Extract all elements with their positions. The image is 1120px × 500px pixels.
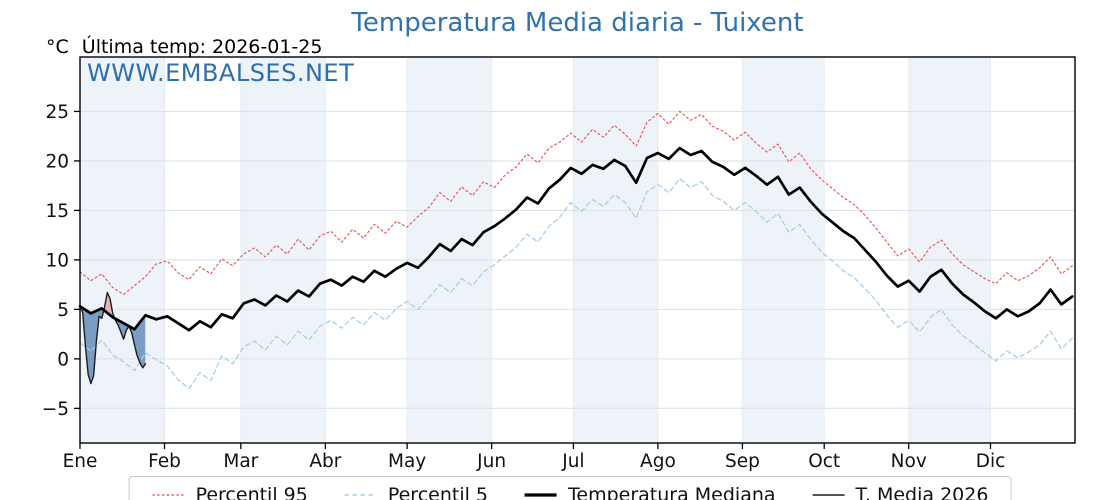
legend-label: Temperatura Mediana — [568, 484, 776, 500]
svg-text:Dic: Dic — [976, 451, 1006, 472]
legend-label: T. Media 2026 — [855, 484, 989, 500]
svg-text:May: May — [388, 451, 426, 472]
svg-text:Jul: Jul — [561, 451, 584, 472]
svg-text:Mar: Mar — [223, 451, 258, 472]
svg-text:15: 15 — [45, 201, 69, 222]
temperatura-mediana-line-sample — [525, 493, 558, 497]
legend-item-percentil-95: Percentil 95 — [152, 484, 308, 500]
chart-title: Temperatura Media diaria - Tuixent — [351, 8, 804, 38]
svg-text:Sep: Sep — [725, 451, 760, 472]
svg-text:Ene: Ene — [63, 451, 98, 472]
y-axis-unit-label: °C — [46, 36, 69, 58]
svg-text:25: 25 — [45, 102, 69, 123]
chart-legend: Percentil 95 Percentil 5 Temperatura Med… — [128, 476, 1012, 500]
legend-label: Percentil 95 — [195, 484, 308, 500]
axis-unit-and-subtitle: °C Última temp: 2026-01-25 — [46, 36, 322, 58]
last-temp-subtitle: Última temp: 2026-01-25 — [81, 36, 323, 58]
svg-text:Jun: Jun — [476, 451, 506, 472]
percentil-95-line-sample — [152, 494, 185, 496]
svg-text:Abr: Abr — [309, 451, 341, 472]
svg-text:20: 20 — [45, 151, 69, 172]
svg-text:0: 0 — [57, 349, 69, 370]
svg-text:−5: −5 — [42, 399, 69, 420]
svg-text:5: 5 — [57, 300, 69, 321]
t-media-2026-line-sample — [812, 494, 845, 496]
percentil-5-line-sample — [344, 494, 377, 496]
legend-item-t-media-2026: T. Media 2026 — [812, 484, 989, 500]
svg-text:Ago: Ago — [640, 451, 676, 472]
svg-text:10: 10 — [45, 250, 69, 271]
legend-item-percentil-5: Percentil 5 — [344, 484, 488, 500]
legend-item-temperatura-mediana: Temperatura Mediana — [524, 484, 776, 500]
svg-text:Oct: Oct — [808, 451, 840, 472]
svg-text:Feb: Feb — [148, 451, 181, 472]
svg-text:Nov: Nov — [891, 451, 927, 472]
watermark: WWW.EMBALSES.NET — [87, 59, 355, 87]
legend-label: Percentil 5 — [387, 484, 489, 500]
